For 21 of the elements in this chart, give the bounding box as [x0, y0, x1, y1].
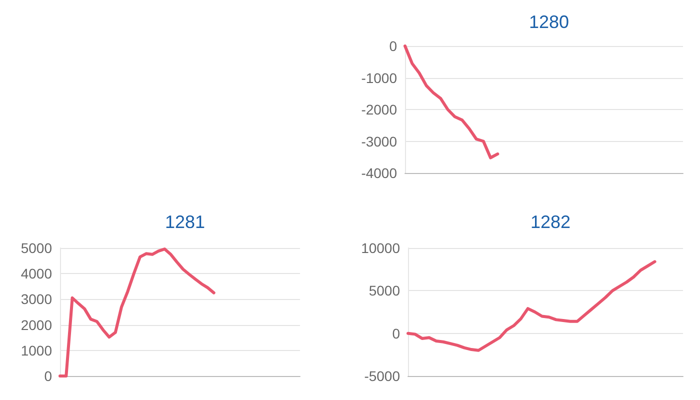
y-tick-label: 2000 — [20, 316, 52, 333]
line-series — [406, 260, 656, 352]
y-tick-label: 10000 — [361, 240, 400, 256]
y-tick-label: 3000 — [20, 291, 52, 308]
y-tick-label: 4000 — [20, 266, 52, 282]
chart-title: 1280 — [528, 12, 570, 32]
chart-title: 1281 — [164, 212, 206, 232]
y-tick-label: 0 — [392, 325, 400, 342]
y-tick-label: -1000 — [361, 70, 398, 86]
line-series — [58, 248, 216, 378]
y-tick-label: -3000 — [361, 133, 398, 150]
y-tick-label: 5000 — [20, 240, 52, 256]
y-tick-label: 0 — [389, 38, 398, 54]
chart-title: 1282 — [530, 212, 571, 232]
line-series — [404, 44, 500, 160]
y-tick-label: -5000 — [364, 368, 400, 384]
y-tick-label: 5000 — [368, 282, 400, 299]
y-tick-label: -2000 — [361, 102, 398, 118]
y-tick-label: 0 — [44, 368, 52, 384]
y-tick-label: 1000 — [20, 342, 52, 358]
y-tick-label: -4000 — [361, 165, 398, 181]
